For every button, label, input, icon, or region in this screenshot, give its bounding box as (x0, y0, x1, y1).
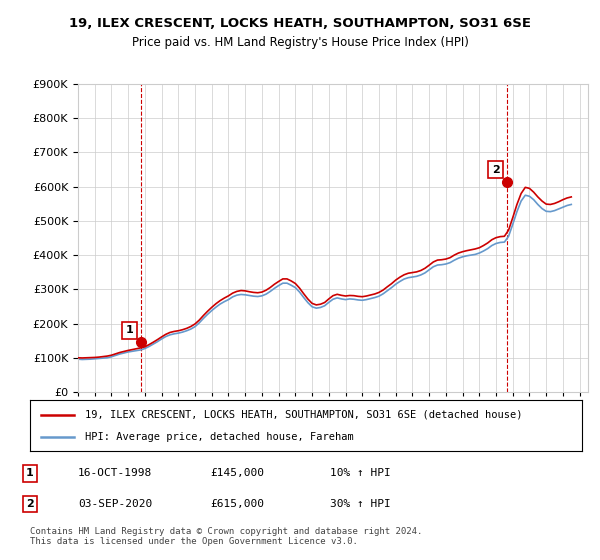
Text: 1: 1 (26, 468, 34, 478)
Text: 1: 1 (126, 325, 134, 335)
Text: Contains HM Land Registry data © Crown copyright and database right 2024.
This d: Contains HM Land Registry data © Crown c… (30, 526, 422, 546)
Text: Price paid vs. HM Land Registry's House Price Index (HPI): Price paid vs. HM Land Registry's House … (131, 36, 469, 49)
Text: 10% ↑ HPI: 10% ↑ HPI (330, 468, 391, 478)
Text: £145,000: £145,000 (210, 468, 264, 478)
Text: 19, ILEX CRESCENT, LOCKS HEATH, SOUTHAMPTON, SO31 6SE (detached house): 19, ILEX CRESCENT, LOCKS HEATH, SOUTHAMP… (85, 409, 523, 419)
Text: 16-OCT-1998: 16-OCT-1998 (78, 468, 152, 478)
Text: 2: 2 (26, 499, 34, 509)
Text: 19, ILEX CRESCENT, LOCKS HEATH, SOUTHAMPTON, SO31 6SE: 19, ILEX CRESCENT, LOCKS HEATH, SOUTHAMP… (69, 17, 531, 30)
Text: HPI: Average price, detached house, Fareham: HPI: Average price, detached house, Fare… (85, 432, 354, 442)
Text: 03-SEP-2020: 03-SEP-2020 (78, 499, 152, 509)
Text: 30% ↑ HPI: 30% ↑ HPI (330, 499, 391, 509)
Text: 2: 2 (491, 165, 499, 175)
Text: £615,000: £615,000 (210, 499, 264, 509)
